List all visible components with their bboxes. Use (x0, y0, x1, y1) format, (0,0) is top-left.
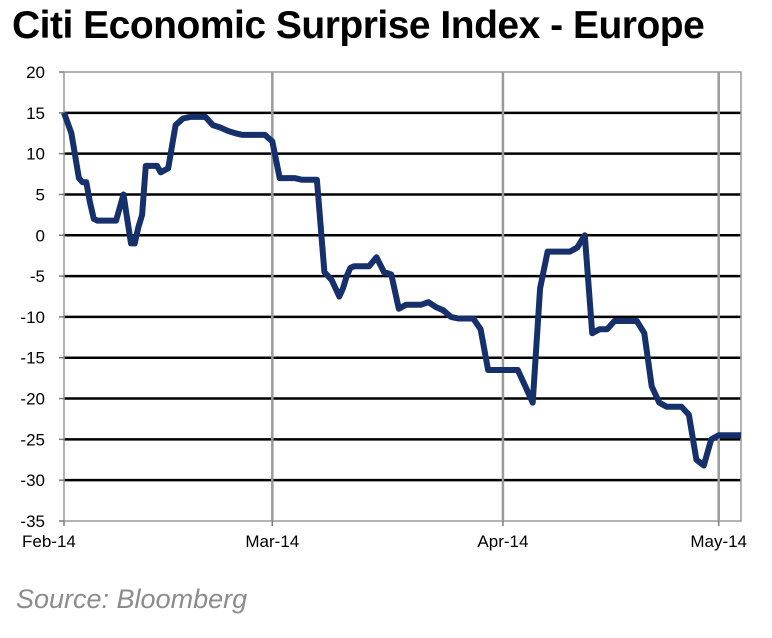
axes (59, 71, 742, 526)
y-tick-label: -15 (20, 349, 45, 368)
gridlines (64, 72, 741, 521)
series-layer (61, 111, 741, 469)
y-tick-label: -10 (20, 308, 45, 327)
x-tick-label: Mar-14 (245, 532, 299, 551)
chart-title: Citi Economic Surprise Index - Europe (12, 4, 705, 47)
y-tick-label: 5 (36, 185, 45, 204)
plot-border (63, 71, 742, 522)
y-tick-label: -20 (20, 390, 45, 409)
x-tick-label: May-14 (690, 532, 747, 551)
y-tick-label: -5 (30, 267, 45, 286)
y-tick-label: 15 (26, 104, 45, 123)
y-tick-label: 20 (26, 63, 45, 82)
y-tick-label: -25 (20, 430, 45, 449)
y-tick-label: -35 (20, 512, 45, 531)
series-line (61, 111, 741, 469)
x-tick-label: Feb-14 (22, 532, 76, 551)
x-tick-label: Apr-14 (477, 532, 528, 551)
y-tick-label: 0 (36, 226, 45, 245)
y-tick-label: -30 (20, 471, 45, 490)
source-note: Source: Bloomberg (16, 584, 248, 614)
y-tick-label: 10 (26, 145, 45, 164)
